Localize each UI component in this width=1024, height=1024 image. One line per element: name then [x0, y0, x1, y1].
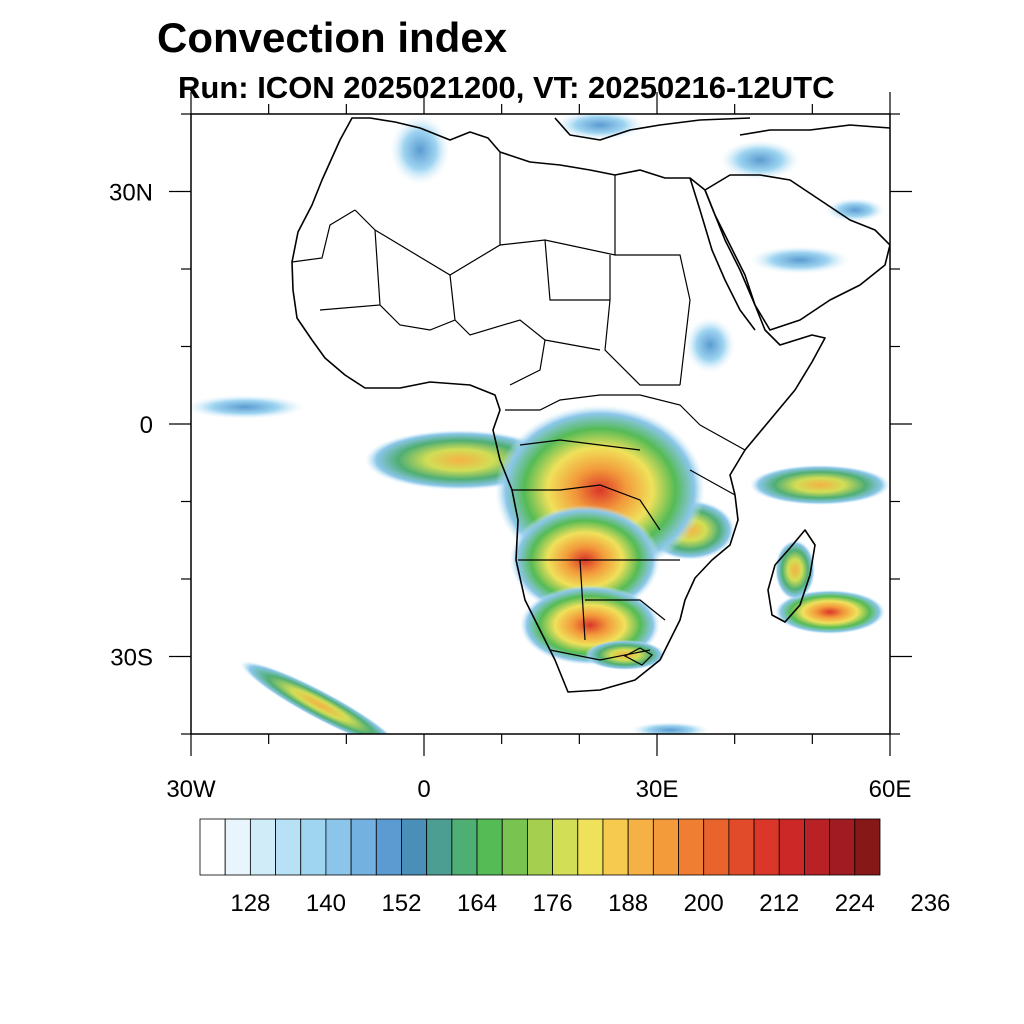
- red-sea-line: [689, 177, 756, 331]
- map-axes: 30W 0 30E 60E 30N 0 30S: [109, 92, 912, 803]
- colorbar-swatch: [325, 818, 352, 876]
- colorbar-swatch: [275, 818, 302, 876]
- colorbar-swatch: [854, 818, 881, 876]
- colorbar-swatch: [476, 818, 503, 876]
- colorbar-swatch: [451, 818, 478, 876]
- field-patch-atlantic: [191, 395, 305, 419]
- colorbar-swatch: [703, 818, 730, 876]
- colorbar-swatch: [652, 818, 679, 876]
- colorbar-tick-label: 152: [381, 890, 421, 917]
- field-patch-mediterranean: [555, 114, 645, 140]
- lon-tick-label: 60E: [869, 776, 912, 803]
- colorbar-tick-label: 164: [457, 890, 497, 917]
- lon-tick-label: 30W: [166, 776, 216, 803]
- colorbar: 128 140 152 164 176 188 200 212 224 236: [199, 818, 950, 917]
- map-title: Convection index: [157, 14, 508, 61]
- colorbar-swatch: [224, 818, 251, 876]
- lat-tick-label: 0: [140, 412, 153, 439]
- colorbar-swatch: [350, 818, 377, 876]
- europe-coastline: [554, 117, 751, 141]
- field-patch-arabia: [750, 246, 850, 274]
- lat-tick-label: 30S: [110, 645, 153, 672]
- madagascar-coastline: [767, 529, 816, 623]
- field-patch-gulf: [825, 198, 885, 222]
- turkey-coastline: [739, 124, 890, 136]
- colorbar-swatch: [577, 818, 604, 876]
- lon-tick-label: 0: [417, 776, 430, 803]
- colorbar-swatch: [375, 818, 402, 876]
- colorbar-tick-label: 236: [910, 890, 950, 917]
- colorbar-tick-label: 212: [759, 890, 799, 917]
- lon-tick-label: 30E: [636, 776, 679, 803]
- lat-tick-label: 30N: [109, 180, 153, 207]
- colorbar-swatch: [401, 818, 428, 876]
- colorbar-swatch: [527, 818, 553, 876]
- colorbar-tick-label: 200: [684, 890, 724, 917]
- field-patch-levant: [720, 140, 800, 180]
- border-lines: [291, 152, 746, 661]
- map-subtitle: Run: ICON 2025021200, VT: 20250216-12UTC: [178, 70, 835, 105]
- field-patch-north-africa: [390, 115, 450, 185]
- field-patch-south-atlantic: [240, 660, 400, 734]
- colorbar-swatch: [627, 818, 654, 876]
- colorbar-swatch: [501, 818, 528, 876]
- lesotho-border: [623, 647, 653, 666]
- field-patch-madagascar: [775, 540, 815, 600]
- colorbar-swatch: [728, 818, 755, 876]
- colorbar-swatch: [778, 818, 805, 876]
- field-patch-ethiopia: [685, 317, 735, 373]
- colorbar-swatch: [426, 818, 453, 876]
- convection-field: [191, 114, 890, 734]
- colorbar-tick-label: 176: [533, 890, 573, 917]
- colorbar-swatch: [829, 818, 856, 876]
- colorbar-tick-label: 188: [608, 890, 648, 917]
- field-patch-indian-ocean: [750, 465, 890, 505]
- colorbar-swatch: [249, 818, 276, 876]
- coastlines: [291, 117, 890, 693]
- field-patch-madagascar-east: [775, 590, 885, 634]
- colorbar-swatch: [300, 818, 327, 876]
- colorbar-tick-label: 224: [835, 890, 875, 917]
- colorbar-swatch: [804, 818, 831, 876]
- colorbar-swatch: [753, 818, 780, 876]
- field-patch-south-ocean: [630, 722, 710, 734]
- colorbar-swatch: [602, 818, 629, 876]
- colorbar-tick-label: 128: [230, 890, 270, 917]
- africa-coastline: [291, 117, 826, 693]
- colorbar-tick-label: 140: [306, 890, 346, 917]
- country-borders: [291, 152, 746, 666]
- colorbar-swatch: [678, 818, 705, 876]
- arabia-coastline: [704, 174, 890, 331]
- colorbar-swatch: [552, 818, 579, 876]
- colorbar-swatch: [199, 818, 226, 876]
